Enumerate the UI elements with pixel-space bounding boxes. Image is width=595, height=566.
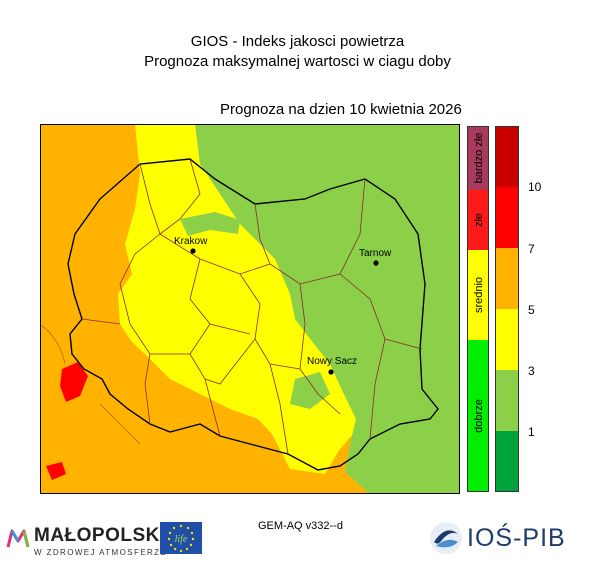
zone-green-patch-south (290, 372, 330, 409)
malopolska-logo-icon (6, 529, 30, 548)
cat-label-zle: złe (473, 213, 485, 227)
city-label: Krakow (174, 236, 208, 247)
ios-pib-logo-text: IOŚ-PIB (467, 524, 566, 552)
malopolska-logo: MAŁOPOLSKA W ZDROWEJ ATMOSFERZE (34, 525, 174, 557)
scale-band-3 (495, 248, 519, 309)
map-subtitle: Prognoza maksymalnej wartosci w ciagu do… (144, 53, 451, 70)
cat-zle-block (467, 190, 489, 250)
eu-life-logo-text: life (175, 534, 188, 545)
malopolska-logo-tagline: W ZDROWEJ ATMOSFERZE (34, 548, 168, 557)
scale-band-2 (495, 187, 519, 248)
air-quality-map: Krakow Tarnow Nowy Sacz (40, 124, 460, 494)
cat-bardzo-zle-block (467, 126, 489, 190)
cat-dobrze-block (467, 340, 489, 492)
ios-pib-logo-icon (430, 522, 462, 554)
scale-band-6 (495, 431, 519, 492)
scale-tick-7: 7 (528, 242, 535, 256)
zone-green-patch-krakow (180, 212, 240, 236)
scale-tick-1: 1 (528, 425, 535, 439)
zone-green (195, 124, 460, 494)
scale-tick-3: 3 (528, 364, 535, 378)
voivodeship-border (67, 158, 439, 471)
cat-label-srednio: srednio (473, 277, 485, 313)
eu-life-logo-icon: life (160, 522, 202, 554)
forecast-date-label: Prognoza na dzien 10 kwietnia 2026 (220, 101, 462, 118)
scale-band-4 (495, 309, 519, 370)
scale-tick-10: 10 (528, 180, 542, 194)
city-tarnow: Tarnow (359, 248, 392, 266)
malopolska-logo-text: MAŁOPOLSKA (34, 525, 175, 546)
scale-band-1 (495, 126, 519, 187)
zone-red-west (60, 362, 88, 402)
category-legend: bardzo złe złe srednio dobrze (467, 126, 489, 492)
map-title: GIOS - Indeks jakosci powietrza (190, 33, 405, 50)
city-krakow: Krakow (174, 236, 208, 254)
cat-srednio-block (467, 250, 489, 340)
city-label: Nowy Sacz (307, 356, 357, 367)
zone-red-southwest (46, 462, 66, 480)
scale-tick-5: 5 (528, 303, 535, 317)
model-version-label: GEM-AQ v332--d (258, 520, 343, 532)
district-boundaries (81, 158, 423, 455)
color-scale-bar (495, 126, 519, 492)
city-nowy-sacz: Nowy Sacz (307, 356, 357, 375)
cat-label-bardzo-zle: bardzo złe (473, 133, 485, 184)
contour-lines (40, 323, 141, 445)
map-frame (40, 124, 460, 494)
cat-label-dobrze: dobrze (473, 399, 485, 433)
city-label: Tarnow (359, 248, 392, 259)
scale-band-5 (495, 370, 519, 431)
